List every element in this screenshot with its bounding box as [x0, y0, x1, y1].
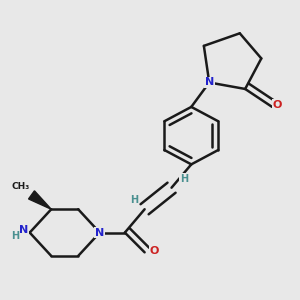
Text: H: H [11, 231, 20, 241]
Text: O: O [273, 100, 282, 110]
Text: O: O [150, 245, 159, 256]
Text: N: N [19, 225, 28, 235]
Text: H: H [130, 195, 138, 205]
Text: H: H [180, 174, 188, 184]
Polygon shape [28, 191, 51, 209]
Text: N: N [95, 228, 104, 238]
Text: N: N [205, 77, 214, 88]
Text: CH₃: CH₃ [12, 182, 30, 191]
